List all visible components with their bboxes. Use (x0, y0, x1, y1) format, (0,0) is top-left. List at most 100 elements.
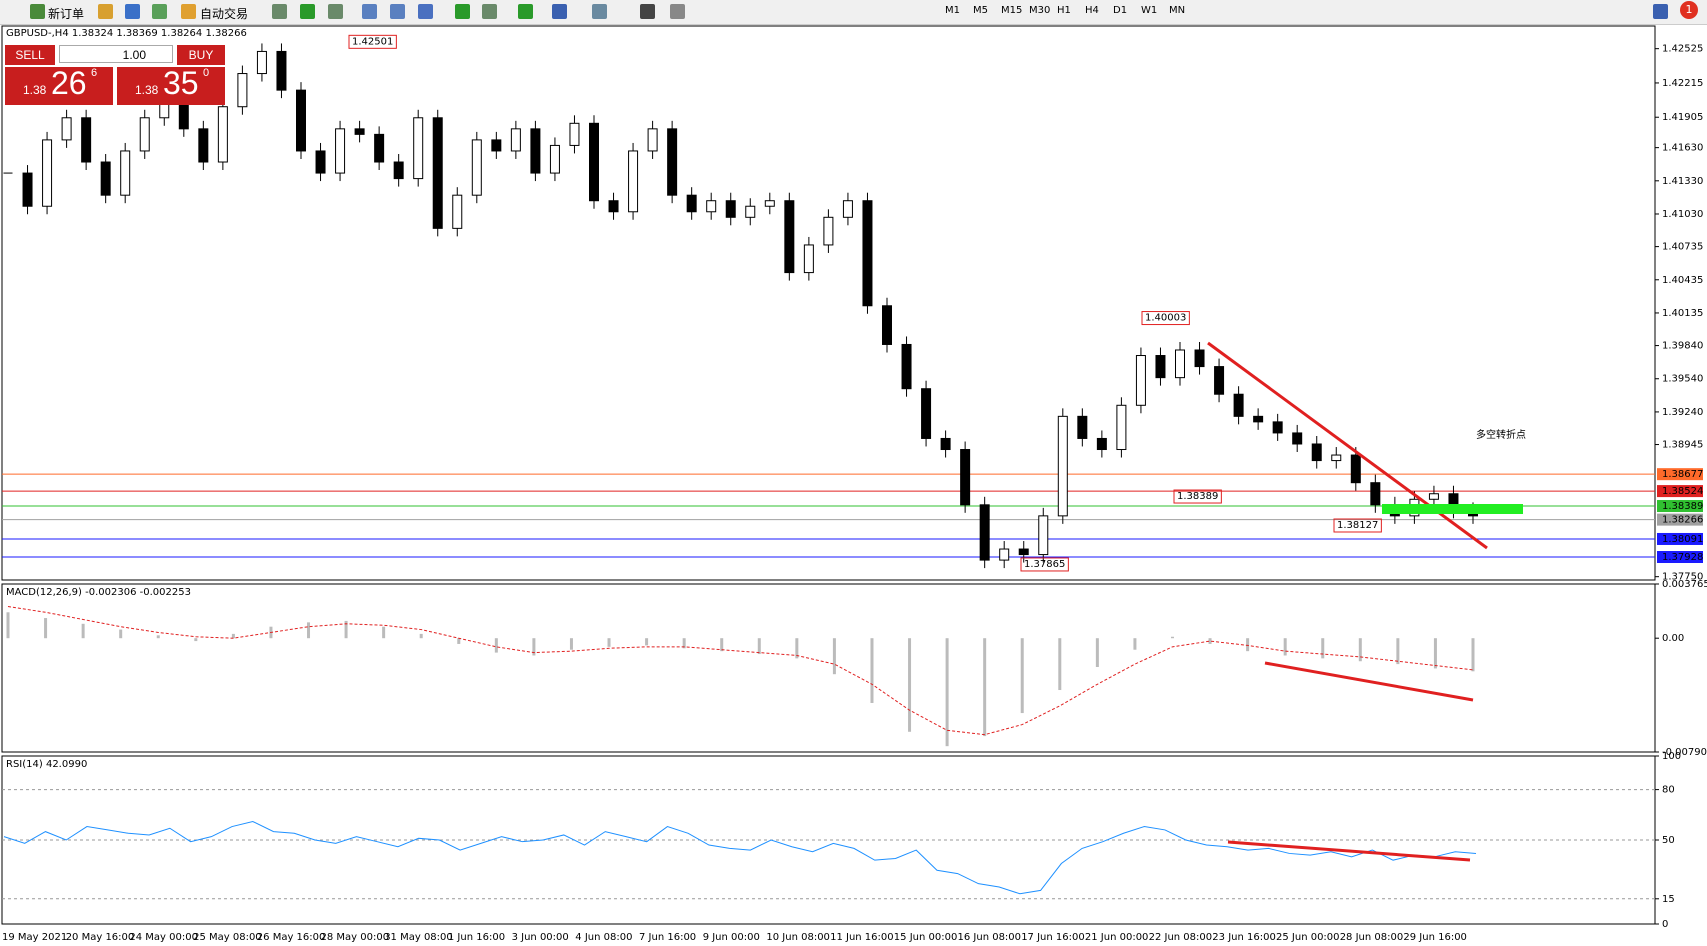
ask-sup: 0 (203, 67, 210, 79)
level-label: 1.38677 (1662, 469, 1703, 480)
trade-panel: SELL 1.00 BUY 1.38 26 6 1.38 35 0 (5, 45, 225, 105)
candle (940, 437, 951, 451)
x-tick-label: 31 May 08:00 (384, 932, 453, 943)
candle (628, 150, 639, 213)
y-tick-label: 1.42215 (1662, 78, 1703, 89)
icon[interactable] (518, 4, 533, 19)
icon[interactable] (300, 4, 315, 19)
y-tick-label: 0 (1662, 919, 1668, 930)
macd-bar (1396, 638, 1400, 665)
candle (1175, 349, 1185, 379)
candle (823, 216, 834, 246)
candle (81, 117, 92, 163)
buy-button[interactable]: BUY (177, 45, 225, 65)
icon[interactable] (152, 4, 167, 19)
candle (374, 133, 385, 163)
new-order-icon[interactable] (30, 4, 45, 19)
candle (198, 128, 209, 163)
macd-bar (81, 623, 85, 639)
timeframe[interactable]: M1 (945, 5, 960, 16)
macd-bar (645, 638, 649, 646)
candle (1077, 415, 1088, 439)
icon[interactable] (418, 4, 433, 19)
candle (803, 244, 814, 274)
timeframe[interactable]: D1 (1113, 5, 1128, 16)
candle (491, 139, 502, 152)
timeframe[interactable]: H4 (1085, 5, 1099, 16)
candle (1272, 421, 1283, 434)
x-tick-label: 7 Jun 16:00 (639, 932, 696, 943)
candle (1233, 393, 1244, 417)
candle (335, 128, 346, 174)
x-tick-label: 28 May 00:00 (321, 932, 390, 943)
icon[interactable] (592, 4, 607, 19)
timeframe[interactable]: M30 (1029, 5, 1051, 16)
timeframe[interactable]: W1 (1141, 5, 1158, 16)
macd-bar (1133, 638, 1137, 650)
ask-price[interactable]: 1.38 35 0 (117, 65, 225, 105)
candle (1038, 515, 1049, 556)
level-tag (1657, 468, 1703, 481)
price-annotation: 1.40003 (1145, 313, 1186, 324)
candle (1292, 432, 1303, 445)
x-tick-label: 9 Jun 00:00 (703, 932, 760, 943)
x-tick-label: 24 May 00:00 (129, 932, 198, 943)
candle (569, 122, 580, 146)
alert-badge[interactable]: 1 (1680, 1, 1698, 19)
y-tick-label: 1.40735 (1662, 242, 1703, 253)
chart-header: GBPUSD-,H4 1.38324 1.38369 1.38264 1.382… (6, 28, 247, 39)
icon[interactable] (125, 4, 140, 19)
y-tick-label: 1.40435 (1662, 275, 1703, 286)
icon[interactable] (640, 4, 655, 19)
new-order[interactable]: 新订单 (48, 7, 85, 21)
sell-button[interactable]: SELL (5, 45, 55, 65)
toolbar: 新订单 自动交易 M1 M5 M15 M30 H1 H4 D1 W1 MN 1 (0, 0, 1707, 25)
timeframe[interactable]: MN (1169, 5, 1186, 16)
y-tick-label: 80 (1662, 785, 1675, 796)
macd-bar (1283, 638, 1287, 656)
macd-bar (494, 638, 498, 653)
x-tick-label: 3 Jun 00:00 (512, 932, 569, 943)
icon[interactable] (98, 4, 113, 19)
icon[interactable] (328, 4, 343, 19)
candle (315, 150, 326, 174)
candle (1311, 443, 1322, 462)
panel-frame (1, 25, 1656, 581)
macd-bar (720, 638, 724, 652)
price-annotation: 1.38127 (1337, 520, 1378, 531)
macd-bar (307, 622, 311, 639)
timeframe[interactable]: M5 (973, 5, 988, 16)
macd-bar (1433, 638, 1437, 669)
bid-price[interactable]: 1.38 26 6 (5, 65, 113, 105)
icon[interactable] (552, 4, 567, 19)
lot-input[interactable]: 1.00 (59, 45, 173, 63)
macd-bar (908, 638, 912, 732)
x-tick-label: 15 Jun 00:00 (894, 932, 958, 943)
candle (413, 117, 424, 180)
candle (1135, 355, 1146, 406)
search-icon[interactable] (1653, 4, 1668, 19)
macd-bar (156, 635, 160, 639)
icon[interactable] (455, 4, 470, 19)
y-tick-label: 0.00 (1662, 633, 1684, 644)
icon[interactable] (272, 4, 287, 19)
auto-trade[interactable]: 自动交易 (200, 7, 249, 21)
candle (979, 504, 990, 561)
level-label: 1.37928 (1662, 552, 1703, 563)
icon[interactable] (482, 4, 497, 19)
candle (1057, 415, 1068, 517)
candle (100, 161, 111, 196)
candle (882, 305, 892, 345)
timeframe[interactable]: M15 (1001, 5, 1023, 16)
icon[interactable] (390, 4, 405, 19)
candle (921, 388, 932, 439)
timeframe[interactable]: H1 (1057, 5, 1071, 16)
candle (1350, 454, 1361, 484)
bid-sup: 6 (91, 67, 98, 79)
macd-bar (1358, 638, 1362, 662)
icon[interactable] (362, 4, 377, 19)
candle (120, 150, 131, 196)
icon[interactable] (670, 4, 685, 19)
auto-trade-icon[interactable] (181, 4, 196, 19)
